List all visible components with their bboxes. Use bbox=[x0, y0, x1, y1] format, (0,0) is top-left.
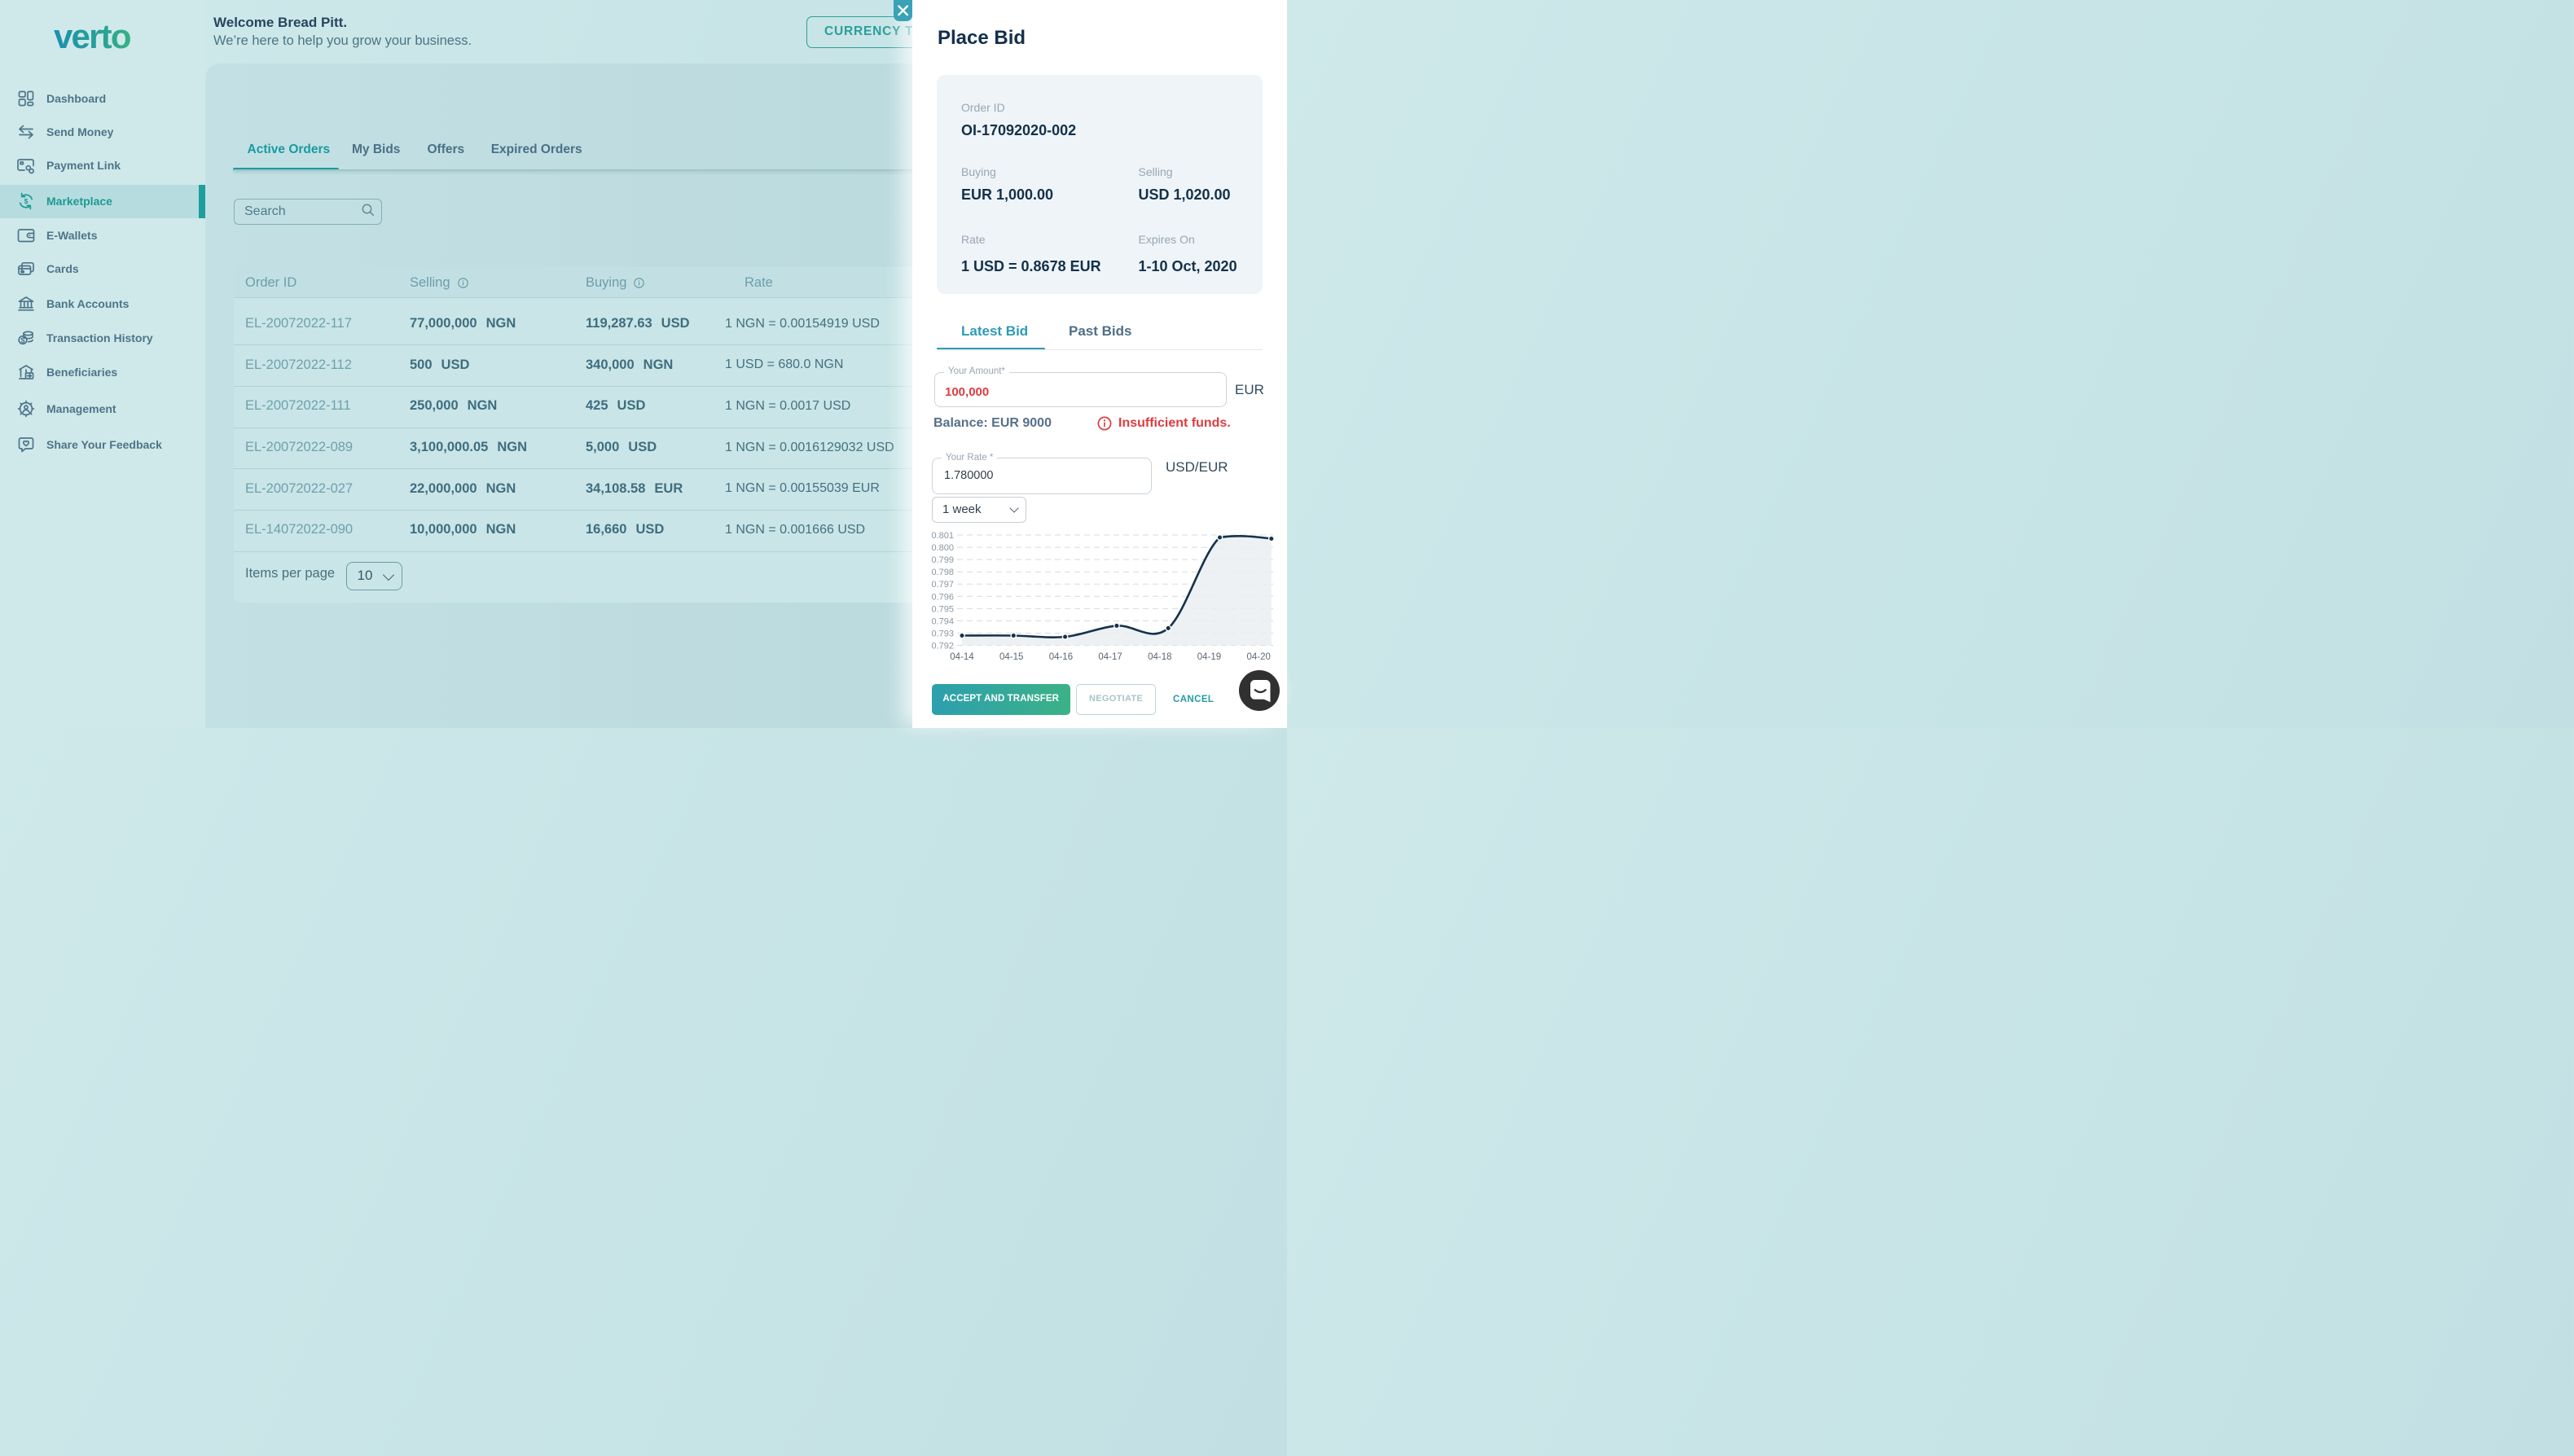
svg-text:04-19: 04-19 bbox=[1197, 652, 1221, 662]
svg-text:0.793: 0.793 bbox=[931, 629, 954, 639]
svg-text:0.800: 0.800 bbox=[931, 543, 954, 553]
svg-text:0.795: 0.795 bbox=[931, 604, 954, 614]
svg-text:0.799: 0.799 bbox=[931, 555, 954, 565]
svg-text:04-14: 04-14 bbox=[950, 652, 974, 662]
svg-text:04-20: 04-20 bbox=[1246, 652, 1270, 662]
svg-text:04-17: 04-17 bbox=[1098, 652, 1122, 662]
svg-text:04-18: 04-18 bbox=[1148, 652, 1171, 662]
svg-text:0.798: 0.798 bbox=[931, 568, 954, 577]
svg-text:04-15: 04-15 bbox=[999, 652, 1023, 662]
svg-text:0.801: 0.801 bbox=[931, 531, 954, 541]
svg-text:0.796: 0.796 bbox=[931, 592, 954, 602]
svg-text:0.797: 0.797 bbox=[931, 580, 954, 590]
svg-text:0.792: 0.792 bbox=[931, 642, 954, 651]
svg-text:04-16: 04-16 bbox=[1049, 652, 1073, 662]
svg-text:$: $ bbox=[24, 197, 29, 205]
svg-text:0.794: 0.794 bbox=[931, 616, 954, 626]
svg-text:$: $ bbox=[20, 336, 24, 344]
